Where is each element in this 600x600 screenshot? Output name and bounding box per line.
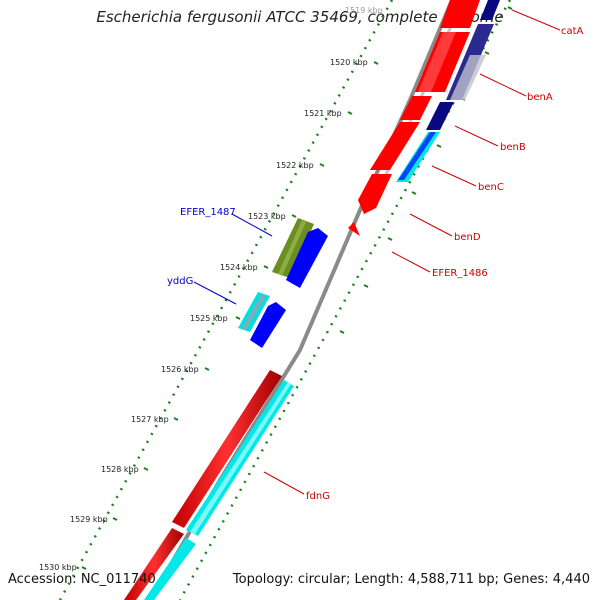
tick-label-1524: 1524 kbp — [220, 263, 258, 272]
gene-cyan-long-2[interactable] — [144, 538, 196, 600]
tick-label-1526: 1526 kbp — [161, 365, 199, 374]
tick-label-1519: 1519 kbp — [345, 6, 383, 15]
kbp-scale-line — [58, 0, 394, 600]
gene-EFER_1486[interactable] — [348, 222, 360, 236]
gene-red-long-2[interactable] — [124, 528, 184, 600]
gene-benD[interactable] — [358, 174, 392, 214]
tick-label-1529: 1529 kbp — [70, 515, 108, 524]
label-benD[interactable]: benD — [454, 232, 481, 243]
label-EFER_1487[interactable]: EFER_1487 — [180, 207, 236, 218]
tick-label-1520: 1520 kbp — [330, 58, 368, 67]
genome-summary-text: Topology: circular; Length: 4,588,711 bp… — [232, 572, 590, 587]
tick-label-1527: 1527 kbp — [131, 415, 169, 424]
label-benB[interactable]: benB — [500, 142, 526, 153]
label-EFER_1486[interactable]: EFER_1486 — [432, 268, 488, 279]
label-fdnG[interactable]: fdnG — [306, 491, 330, 502]
gene-benB[interactable] — [400, 96, 432, 120]
gene-cluster-fdn — [124, 370, 294, 600]
outer-scale-line — [178, 0, 512, 600]
outer-tick-marks — [339, 6, 513, 334]
gene-catA[interactable] — [440, 0, 480, 28]
kbp-tick-labels: 1519 kbp 1520 kbp 1521 kbp 1522 kbp 1523… — [39, 6, 383, 572]
kbp-tick-marks — [81, 61, 379, 570]
gene-benB-navy[interactable] — [426, 102, 454, 130]
gene-blue-2[interactable] — [250, 302, 286, 348]
gene-catA-navy[interactable] — [480, 0, 500, 20]
tick-label-1525: 1525 kbp — [190, 314, 228, 323]
label-yddG[interactable]: yddG — [167, 276, 193, 287]
map-title: Escherichia fergusonii ATCC 35469, compl… — [96, 8, 504, 26]
gene-cluster-middle — [238, 218, 328, 348]
label-leaders — [193, 9, 561, 495]
gene-cluster-ben — [348, 0, 500, 236]
label-catA[interactable]: catA — [561, 26, 584, 37]
gene-labels: catA benA benB benC benD EFER_1486 EFER_… — [167, 26, 584, 502]
gene-benC[interactable] — [370, 122, 420, 170]
tick-label-1523: 1523 kbp — [248, 212, 286, 221]
tick-label-1522: 1522 kbp — [276, 161, 314, 170]
label-benC[interactable]: benC — [478, 182, 504, 193]
tick-label-1528: 1528 kbp — [101, 465, 139, 474]
label-benA[interactable]: benA — [527, 92, 553, 103]
tick-label-1530: 1530 kbp — [39, 563, 77, 572]
gene-red-long-1[interactable] — [172, 370, 282, 528]
accession-text: Accession: NC_011740 — [8, 572, 156, 587]
gene-blue-1[interactable] — [286, 228, 328, 288]
tick-label-1521: 1521 kbp — [304, 109, 342, 118]
